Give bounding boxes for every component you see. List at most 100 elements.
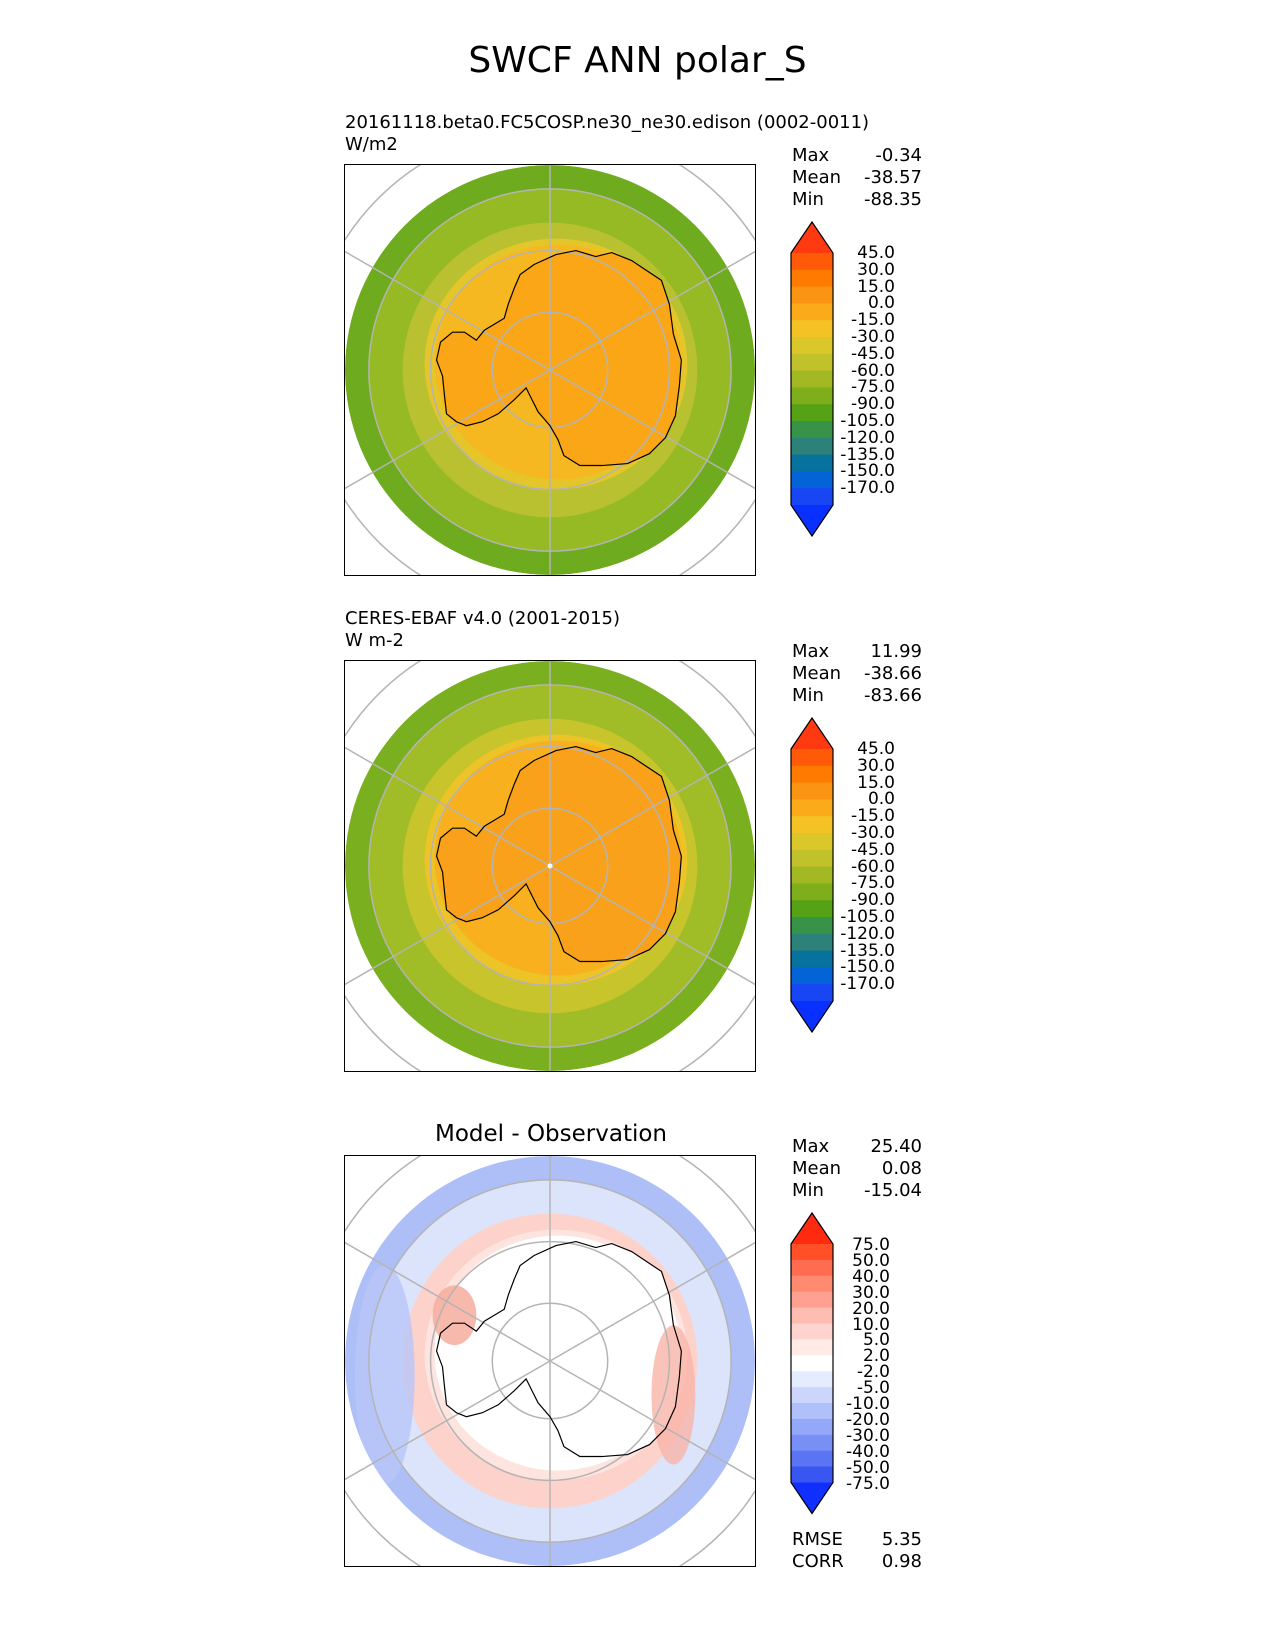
meridian-line — [345, 746, 551, 867]
colorbar-svg — [790, 716, 834, 1034]
graticule — [345, 165, 755, 575]
reference-stats: Max 11.99 Mean -38.66 Min -83.66 — [792, 641, 922, 707]
colorbar-segment — [791, 984, 833, 1002]
colorbar-segment — [791, 950, 833, 968]
colorbar-segment — [791, 782, 833, 800]
colorbar-segment — [791, 799, 833, 817]
field-negative-anomaly — [354, 1265, 415, 1485]
colorbar-segment — [791, 353, 833, 372]
colorbar-segment — [791, 967, 833, 985]
reference-panel-title: CERES-EBAF v4.0 (2001-2015) W m-2 — [345, 608, 620, 652]
polar-map-svg — [345, 661, 755, 1071]
colorbar-segment — [791, 1307, 833, 1324]
reference-title-line1: CERES-EBAF v4.0 (2001-2015) — [345, 608, 621, 629]
colorbar-segment — [791, 833, 833, 851]
colorbar-segment — [791, 1371, 833, 1388]
colorbar-outline — [790, 716, 834, 1034]
meridian-line — [345, 1241, 551, 1362]
colorbar-segment — [791, 816, 833, 834]
stat-min: Min -83.66 — [792, 685, 922, 706]
stat-max: Max -0.34 — [792, 145, 922, 166]
field-continent — [436, 250, 682, 466]
colorbar-svg — [790, 220, 834, 538]
meridian-line — [549, 1241, 755, 1362]
stat-rmse: RMSE 5.35 — [792, 1529, 922, 1550]
stat-min: Min -88.35 — [792, 189, 922, 210]
colorbar-segment — [791, 253, 833, 271]
stat-min: Min -15.04 — [792, 1180, 922, 1201]
colorbar-segment — [791, 1450, 833, 1468]
test-title-line1: 20161118.beta0.FC5COSP.ne30_ne30.edison … — [345, 112, 870, 133]
colorbar-segment — [791, 749, 833, 767]
colorbar-segment — [791, 1403, 833, 1420]
pole-dot — [547, 863, 553, 869]
colorbar-segment — [791, 917, 833, 935]
meridian-line — [549, 369, 755, 490]
colorbar-segment — [791, 900, 833, 918]
test-title-units: W/m2 — [345, 134, 398, 155]
colorbar-extend-max — [791, 222, 833, 253]
meridian-line — [549, 250, 755, 371]
meridian-line — [549, 746, 755, 867]
colorbar-segment — [791, 454, 833, 472]
colorbar-segment — [791, 269, 833, 288]
graticule — [345, 1156, 755, 1566]
colorbar-segment — [791, 488, 833, 506]
colorbar-segment — [791, 849, 833, 868]
colorbar-extend-max — [791, 718, 833, 749]
colorbar-segment — [791, 320, 833, 338]
test-polar-map — [344, 164, 756, 576]
meridian-line — [345, 250, 551, 371]
colorbar-segment — [791, 337, 833, 355]
graticule — [345, 661, 755, 1071]
field-continent — [436, 746, 682, 962]
diff-panel-title: Model - Observation — [434, 1121, 668, 1147]
colorbar-segment — [791, 387, 833, 405]
colorbar-extend-min — [791, 1001, 833, 1032]
field-continent — [436, 1241, 682, 1457]
coastline — [435, 1240, 682, 1458]
stat-mean: Mean -38.66 — [792, 663, 922, 684]
colorbar-segment — [791, 933, 833, 952]
meridian-line — [549, 865, 755, 986]
diff-polar-map — [344, 1155, 756, 1567]
colorbar-segment — [791, 765, 833, 784]
meridian-line — [345, 369, 551, 490]
colorbar-extend-min — [791, 1482, 833, 1514]
colorbar-segment — [791, 370, 833, 388]
colorbar-segment — [791, 883, 833, 901]
colorbar-segment — [791, 1275, 833, 1293]
test-colorbar — [790, 220, 834, 538]
reference-colorbar — [790, 716, 834, 1034]
colorbar-segment — [791, 1355, 833, 1372]
colorbar-segment — [791, 286, 833, 304]
field-positive-anomaly — [651, 1325, 696, 1465]
stat-max: Max 11.99 — [792, 641, 922, 662]
colorbar-segment — [791, 1434, 833, 1452]
coastline — [435, 745, 682, 963]
colorbar-svg — [790, 1211, 834, 1515]
colorbar-segment — [791, 1291, 833, 1309]
coastline — [435, 249, 682, 467]
test-stats: Max -0.34 Mean -38.57 Min -88.35 — [792, 145, 922, 211]
meridian-line — [549, 1360, 755, 1481]
stat-max: Max 25.40 — [792, 1136, 922, 1157]
polar-map-svg — [345, 1156, 755, 1566]
colorbar-extend-max — [791, 1213, 833, 1244]
colorbar-segment — [791, 1259, 833, 1277]
stat-corr: CORR 0.98 — [792, 1551, 922, 1572]
polar-map-svg — [345, 165, 755, 575]
colorbar-segment — [791, 1387, 833, 1404]
meridian-line — [345, 865, 551, 986]
reference-title-units: W m-2 — [345, 630, 405, 651]
test-panel-title: 20161118.beta0.FC5COSP.ne30_ne30.edison … — [345, 112, 869, 156]
colorbar-segment — [791, 1466, 833, 1483]
colorbar-segment — [791, 1418, 833, 1436]
colorbar-extend-min — [791, 505, 833, 536]
stat-mean: Mean -38.57 — [792, 167, 922, 188]
colorbar-outline — [790, 1211, 834, 1515]
colorbar-segment — [791, 866, 833, 884]
colorbar-outline — [790, 220, 834, 538]
stat-mean: Mean 0.08 — [792, 1158, 922, 1179]
colorbar-segment — [791, 437, 833, 456]
